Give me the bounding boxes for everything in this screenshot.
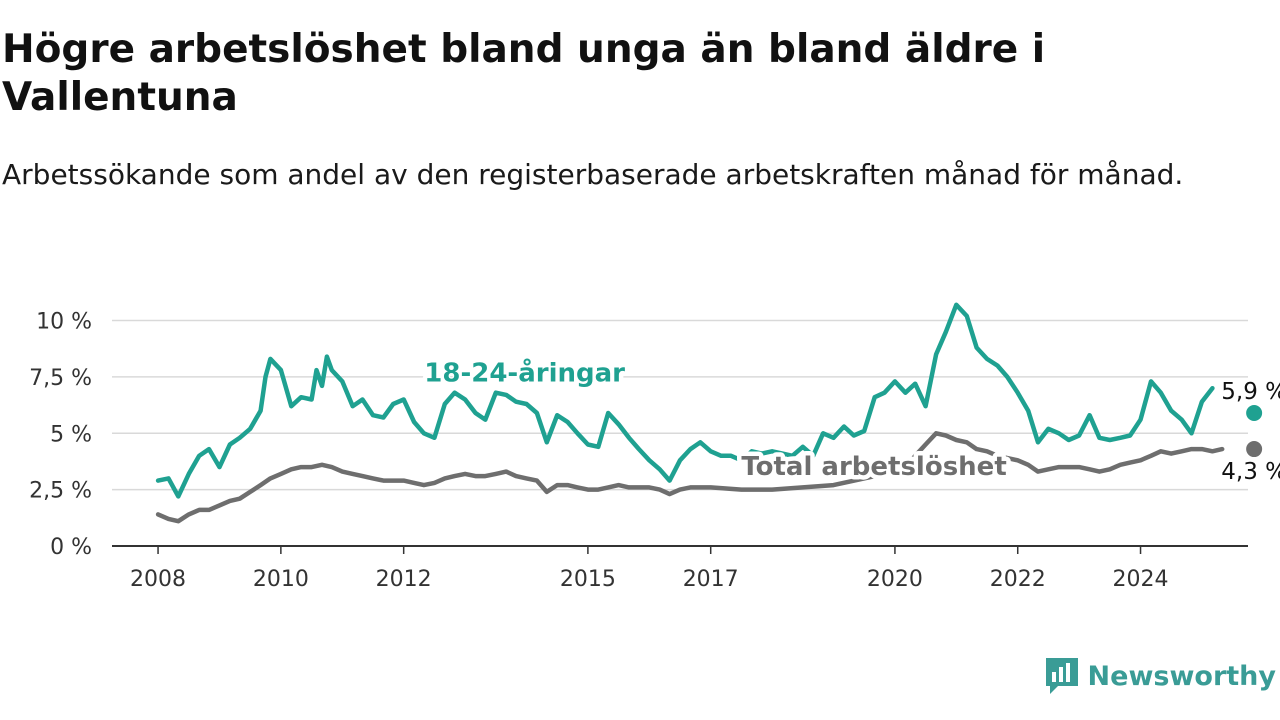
brand-name: Newsworthy [1087, 660, 1276, 692]
x-axis-ticks: 2008 2010 2012 2015 2017 2020 2022 2024 [130, 546, 1169, 592]
series-labels: 5,9 % 4,3 % 18-24-åringar Total arbetslöshe… [420, 352, 1280, 487]
y-tick-label: 5 % [50, 422, 92, 447]
chart-subtitle: Arbetssökande som andel av den registerb… [2, 158, 1184, 191]
newsworthy-logo-icon [1045, 658, 1078, 694]
x-tick-label: 2015 [560, 567, 616, 592]
x-tick-label: 2024 [1113, 567, 1169, 592]
series-end-dot [1246, 441, 1263, 458]
gridlines [112, 319, 1248, 491]
x-tick-label: 2020 [867, 567, 923, 592]
series-name-label: Total arbetslöshet [741, 452, 1006, 482]
series-lines [155, 302, 1263, 524]
y-tick-label: 2,5 % [29, 479, 92, 504]
x-tick-label: 2012 [376, 567, 432, 592]
series-end-label: 5,9 % [1221, 379, 1280, 405]
series-end-dot [1246, 404, 1263, 421]
chart-title: Högre arbetslöshet bland unga än bland ä… [2, 27, 1046, 120]
series-name-label: 18-24-åringar [424, 356, 625, 388]
x-tick-label: 2017 [683, 567, 739, 592]
y-tick-label: 7,5 % [29, 366, 92, 391]
y-tick-label: 10 % [36, 310, 92, 335]
series-line [155, 431, 1225, 524]
series-line [155, 302, 1215, 499]
x-tick-label: 2008 [130, 567, 186, 592]
y-axis-ticks: 0 % 2,5 % 5 % 7,5 % 10 % [29, 310, 92, 560]
x-tick-label: 2010 [253, 567, 309, 592]
brand-logo: Newsworthy [1044, 656, 1276, 696]
x-tick-label: 2022 [990, 567, 1046, 592]
y-tick-label: 0 % [50, 535, 92, 560]
series-end-label: 4,3 % [1221, 459, 1280, 485]
